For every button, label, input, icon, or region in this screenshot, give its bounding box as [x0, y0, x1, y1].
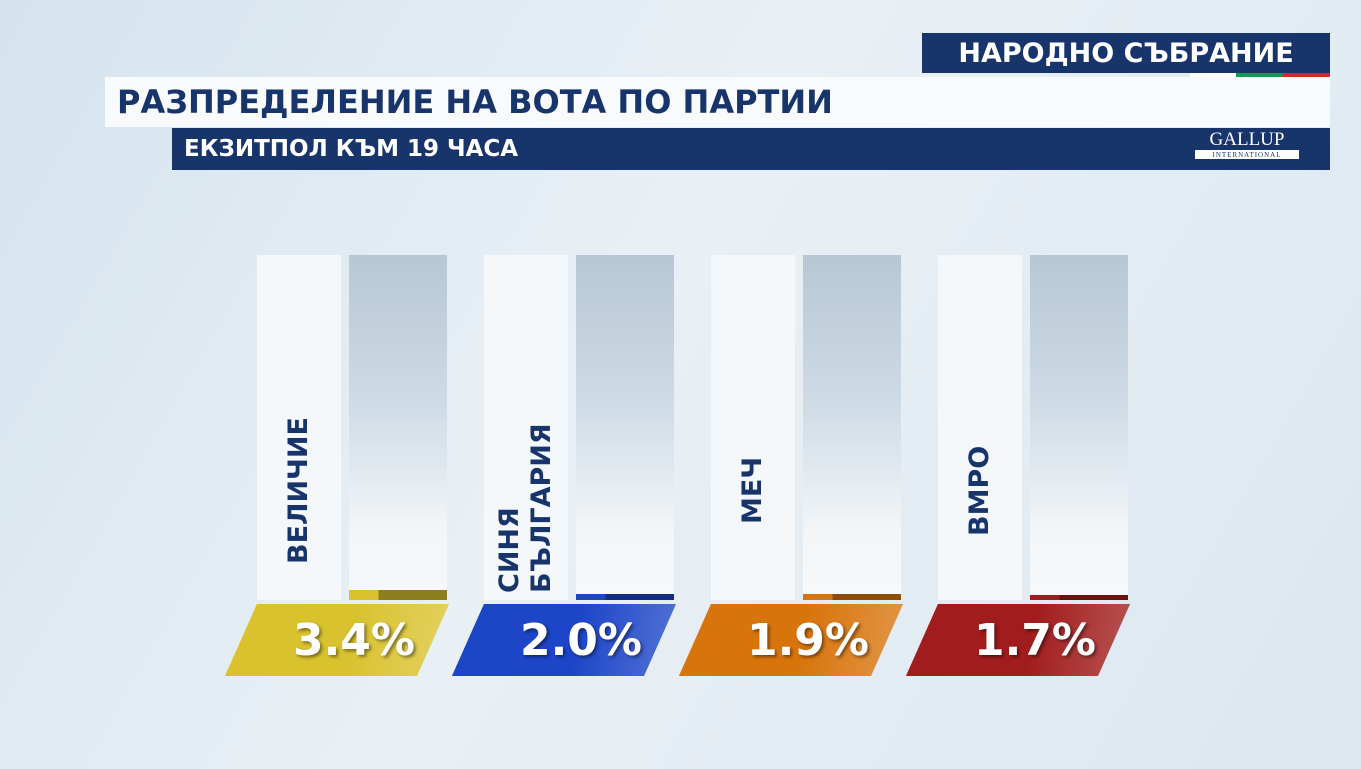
category-label: МЕЧ: [737, 456, 768, 525]
bar: [576, 594, 674, 600]
label-column: [484, 255, 568, 600]
value-label: 1.9%: [679, 604, 903, 676]
logo-name: GALLUP: [1195, 130, 1299, 151]
category-label: ВМРО: [964, 445, 995, 536]
logo: GALLUP INTERNATIONAL: [1195, 130, 1299, 159]
chart-title: РАЗПРЕДЕЛЕНИЕ НА ВОТА ПО ПАРТИИ: [105, 77, 1330, 127]
label-column: [938, 255, 1022, 600]
value-label: 3.4%: [225, 604, 449, 676]
category-label: ВЕЛИЧИЕ: [283, 417, 314, 564]
flag-strip: [1190, 73, 1330, 78]
bar-track: [349, 255, 447, 600]
bar-track: [803, 255, 901, 600]
value-label: 2.0%: [452, 604, 676, 676]
value-label: 1.7%: [906, 604, 1130, 676]
logo-tagline: INTERNATIONAL: [1195, 151, 1299, 159]
chart-subtitle: ЕКЗИТПОЛ КЪМ 19 ЧАСА: [172, 128, 1330, 170]
bar: [1030, 594, 1128, 600]
header: НАРОДНО СЪБРАНИЕ: [922, 33, 1330, 73]
bar: [349, 589, 447, 600]
label-column: [711, 255, 795, 600]
bar-track: [1030, 255, 1128, 600]
bar: [803, 594, 901, 600]
bar-track: [576, 255, 674, 600]
category-label: СИНЯ БЪЛГАРИЯ: [494, 423, 557, 593]
label-column: [257, 255, 341, 600]
